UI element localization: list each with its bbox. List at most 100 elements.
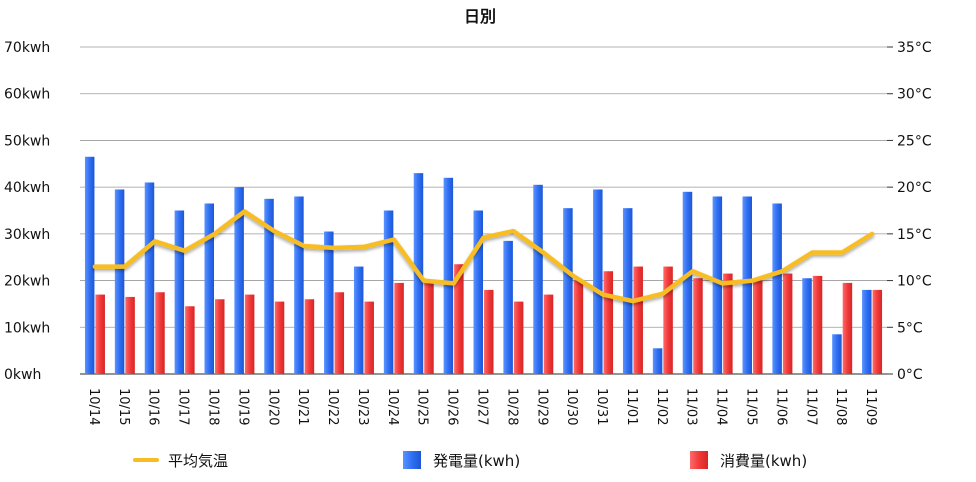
right-tick-label: 35°C <box>897 40 932 56</box>
temperature-line-series <box>92 209 875 304</box>
x-tick-label: 10/24 <box>385 388 400 425</box>
chart-title: 日別 <box>464 7 496 26</box>
temperature-point <box>123 265 127 269</box>
consumption-bar <box>543 294 554 374</box>
generation-bar <box>593 189 603 374</box>
legend-label: 発電量(kwh) <box>433 452 520 470</box>
temperature-point <box>780 269 784 273</box>
generation-bar <box>712 196 723 374</box>
temperature-point <box>93 265 97 269</box>
temperature-point <box>452 281 456 285</box>
right-tick-label: 30°C <box>897 87 932 103</box>
x-tick-label: 11/08 <box>833 388 848 425</box>
right-tick-label: 0°C <box>897 367 923 383</box>
gridlines <box>80 46 887 375</box>
x-tick-label: 11/04 <box>714 388 729 425</box>
consumption-bar <box>573 280 584 374</box>
x-axis-labels: 10/14 10/15 10/16 10/17 10/18 10/19 10/20 10/21… <box>86 388 878 425</box>
x-tick-label: 10/18 <box>206 388 221 425</box>
left-tick-label: 60kwh <box>4 87 50 103</box>
left-tick-label: 30kwh <box>4 227 50 243</box>
x-tick-label: 11/07 <box>803 388 818 425</box>
right-tick-label: 15°C <box>897 227 932 243</box>
temperature-point <box>840 251 844 255</box>
generation-bar <box>174 210 185 374</box>
right-tick-label: 25°C <box>897 133 932 149</box>
consumption-bar <box>753 280 763 374</box>
legend-box-swatch <box>690 451 708 469</box>
temperature-point <box>511 229 515 233</box>
consumption-bar <box>394 282 404 374</box>
consumption-bar <box>663 266 673 374</box>
generation-bar <box>533 184 543 374</box>
x-tick-label: 10/27 <box>475 388 490 425</box>
x-tick-label: 11/09 <box>863 388 878 425</box>
consumption-bar <box>872 289 883 374</box>
temperature-point <box>272 229 276 233</box>
x-tick-label: 10/30 <box>564 388 579 425</box>
x-tick-label: 11/03 <box>684 388 699 425</box>
consumption-bar <box>633 266 643 374</box>
x-tick-label: 10/31 <box>594 388 609 425</box>
x-tick-label: 10/21 <box>295 388 310 425</box>
consumption-bar <box>274 301 285 374</box>
temperature-point <box>392 237 396 241</box>
consumption-bar <box>185 306 195 374</box>
consumption-bar <box>454 264 464 374</box>
generation-bar <box>832 334 842 374</box>
right-axis: 0°C 5°C 10°C 15°C 20°C 25°C 30°C 35°C <box>887 40 932 383</box>
temperature-point <box>332 246 336 250</box>
consumption-bar <box>364 301 374 374</box>
temperature-point <box>751 279 754 283</box>
x-tick-label: 10/26 <box>445 388 460 425</box>
temperature-point <box>571 274 575 278</box>
x-tick-label: 10/15 <box>116 388 131 425</box>
generation-bar <box>742 196 752 374</box>
legend-label: 消費量(kwh) <box>720 452 807 470</box>
consumption-bar <box>842 282 853 374</box>
x-tick-label: 10/28 <box>504 388 519 425</box>
right-tick-label: 5°C <box>897 320 923 336</box>
generation-bar <box>353 266 364 374</box>
x-tick-label: 10/16 <box>146 388 161 425</box>
generation-bar <box>772 203 782 374</box>
temperature-point <box>422 279 426 283</box>
x-tick-label: 11/06 <box>773 388 788 425</box>
consumption-bar <box>513 301 524 374</box>
left-tick-label: 10kwh <box>4 320 50 336</box>
generation-bar <box>84 156 95 374</box>
x-tick-label: 10/22 <box>325 388 340 425</box>
bar-series <box>84 156 883 374</box>
temperature-point <box>601 293 605 297</box>
temperature-point <box>482 236 485 240</box>
generation-bar <box>503 240 513 374</box>
temperature-point <box>153 239 157 243</box>
x-tick-label: 10/20 <box>265 388 280 425</box>
generation-bar <box>682 191 693 374</box>
consumption-bar <box>424 282 434 374</box>
generation-bar <box>234 187 244 374</box>
left-tick-label: 40kwh <box>4 180 50 196</box>
legend-label: 平均気温 <box>168 452 228 470</box>
generation-bar <box>563 208 573 374</box>
consumption-bar <box>215 299 225 374</box>
consumption-bar <box>244 294 255 374</box>
x-tick-label: 10/23 <box>355 388 370 425</box>
temperature-point <box>810 251 814 255</box>
generation-bar <box>204 203 214 374</box>
generation-bar <box>264 198 274 374</box>
consumption-bar <box>304 299 315 374</box>
generation-bar <box>802 278 812 374</box>
generation-bar <box>144 182 155 374</box>
consumption-bar <box>95 294 105 374</box>
consumption-bar <box>693 278 703 374</box>
consumption-bar <box>334 292 345 374</box>
generation-bar <box>862 289 872 374</box>
left-tick-label: 50kwh <box>4 133 50 149</box>
temperature-point <box>691 269 695 273</box>
temperature-point <box>183 249 187 253</box>
x-tick-label: 11/05 <box>744 388 759 425</box>
generation-bar <box>473 210 483 374</box>
temperature-point <box>541 251 545 255</box>
